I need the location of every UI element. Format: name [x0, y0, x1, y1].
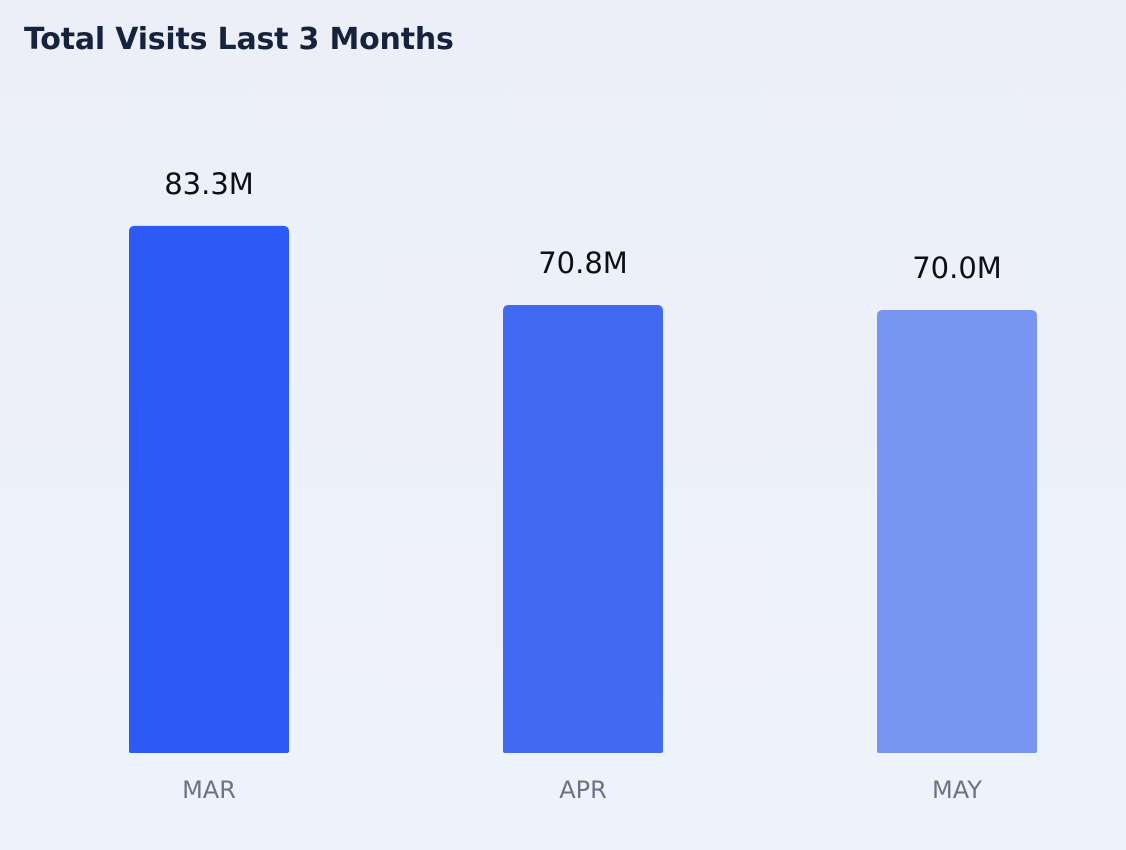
- x-tick-label-may: MAY: [932, 776, 982, 804]
- x-tick-label-mar: MAR: [182, 776, 236, 804]
- bar-mar[interactable]: [129, 225, 289, 753]
- bar-apr[interactable]: [503, 304, 663, 753]
- value-label-may: 70.0M: [912, 251, 1002, 285]
- value-label-apr: 70.8M: [538, 246, 628, 280]
- value-label-mar: 83.3M: [164, 167, 254, 201]
- x-tick-label-apr: APR: [559, 776, 607, 804]
- chart-title: Total Visits Last 3 Months: [24, 22, 454, 57]
- bar-may[interactable]: [877, 310, 1037, 753]
